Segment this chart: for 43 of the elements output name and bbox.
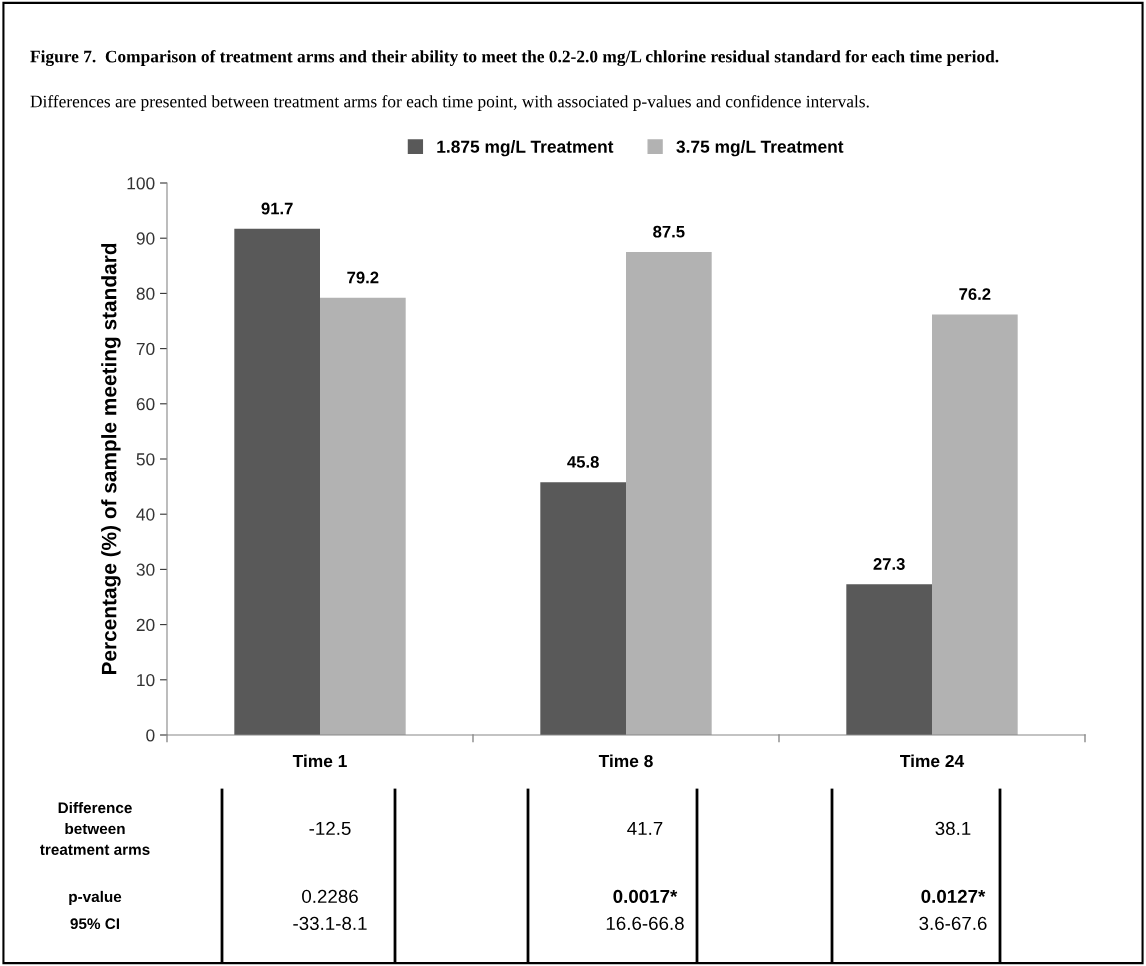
text: -12.5 — [309, 821, 351, 836]
data-label: 79.2 — [347, 271, 379, 284]
y-axis-title: Percentage (%) of sample meeting standard — [101, 243, 121, 675]
text: 0.0127* — [921, 889, 986, 904]
text: 0.0017* — [613, 889, 678, 904]
y-tick-label: 80 — [136, 287, 155, 300]
text: 3.6-67.6 — [919, 916, 987, 931]
chart-title: Figure 7. Comparison of treatment arms and their ability to meet the 0.2-2.0 mg/L chlorine residual standard for each time period. — [30, 50, 999, 67]
text: 41.7 — [627, 821, 663, 835]
data-label: 87.5 — [653, 225, 685, 238]
data-label: 45.8 — [567, 455, 599, 468]
y-tick-label: 50 — [136, 453, 155, 466]
bar — [540, 482, 626, 735]
legend-label: 3.75 mg/L Treatment — [676, 140, 844, 157]
y-tick-label: 10 — [137, 673, 155, 687]
text: p-value — [69, 890, 122, 906]
text: -33.1-8.1 — [293, 916, 367, 931]
chart-subtitle: Differences are presented between treatment arms for each time point, with associated p-values and confidence intervals. — [30, 95, 869, 111]
bar — [626, 252, 712, 735]
y-tick-label: 100 — [127, 177, 155, 190]
text: 38.1 — [935, 821, 971, 836]
text: 95% CI — [70, 918, 120, 930]
legend-label: 1.875 mg/L Treatment — [437, 140, 614, 157]
text: 16.6-66.8 — [606, 916, 684, 931]
x-tick-label: Time 8 — [598, 754, 653, 768]
text: 0.2286 — [302, 889, 358, 904]
data-label: 76.2 — [959, 288, 991, 300]
data-label: 91.7 — [261, 202, 293, 215]
y-tick-label: 90 — [136, 232, 155, 245]
x-tick-label: Time 1 — [292, 754, 347, 768]
y-tick-label: 30 — [136, 563, 155, 576]
bar — [320, 297, 406, 735]
y-tick-label: 70 — [136, 342, 155, 356]
y-tick-label: 40 — [136, 508, 155, 521]
bar — [234, 228, 320, 735]
y-tick-label: 20 — [136, 618, 155, 632]
text: Difference between treatment arms — [40, 801, 150, 855]
y-tick-label: 60 — [136, 397, 155, 411]
y-tick-label: 0 — [146, 729, 155, 742]
bar — [932, 314, 1018, 735]
bar — [846, 584, 932, 735]
data-label: 27.3 — [873, 558, 905, 570]
x-tick-label: Time 24 — [900, 754, 965, 768]
